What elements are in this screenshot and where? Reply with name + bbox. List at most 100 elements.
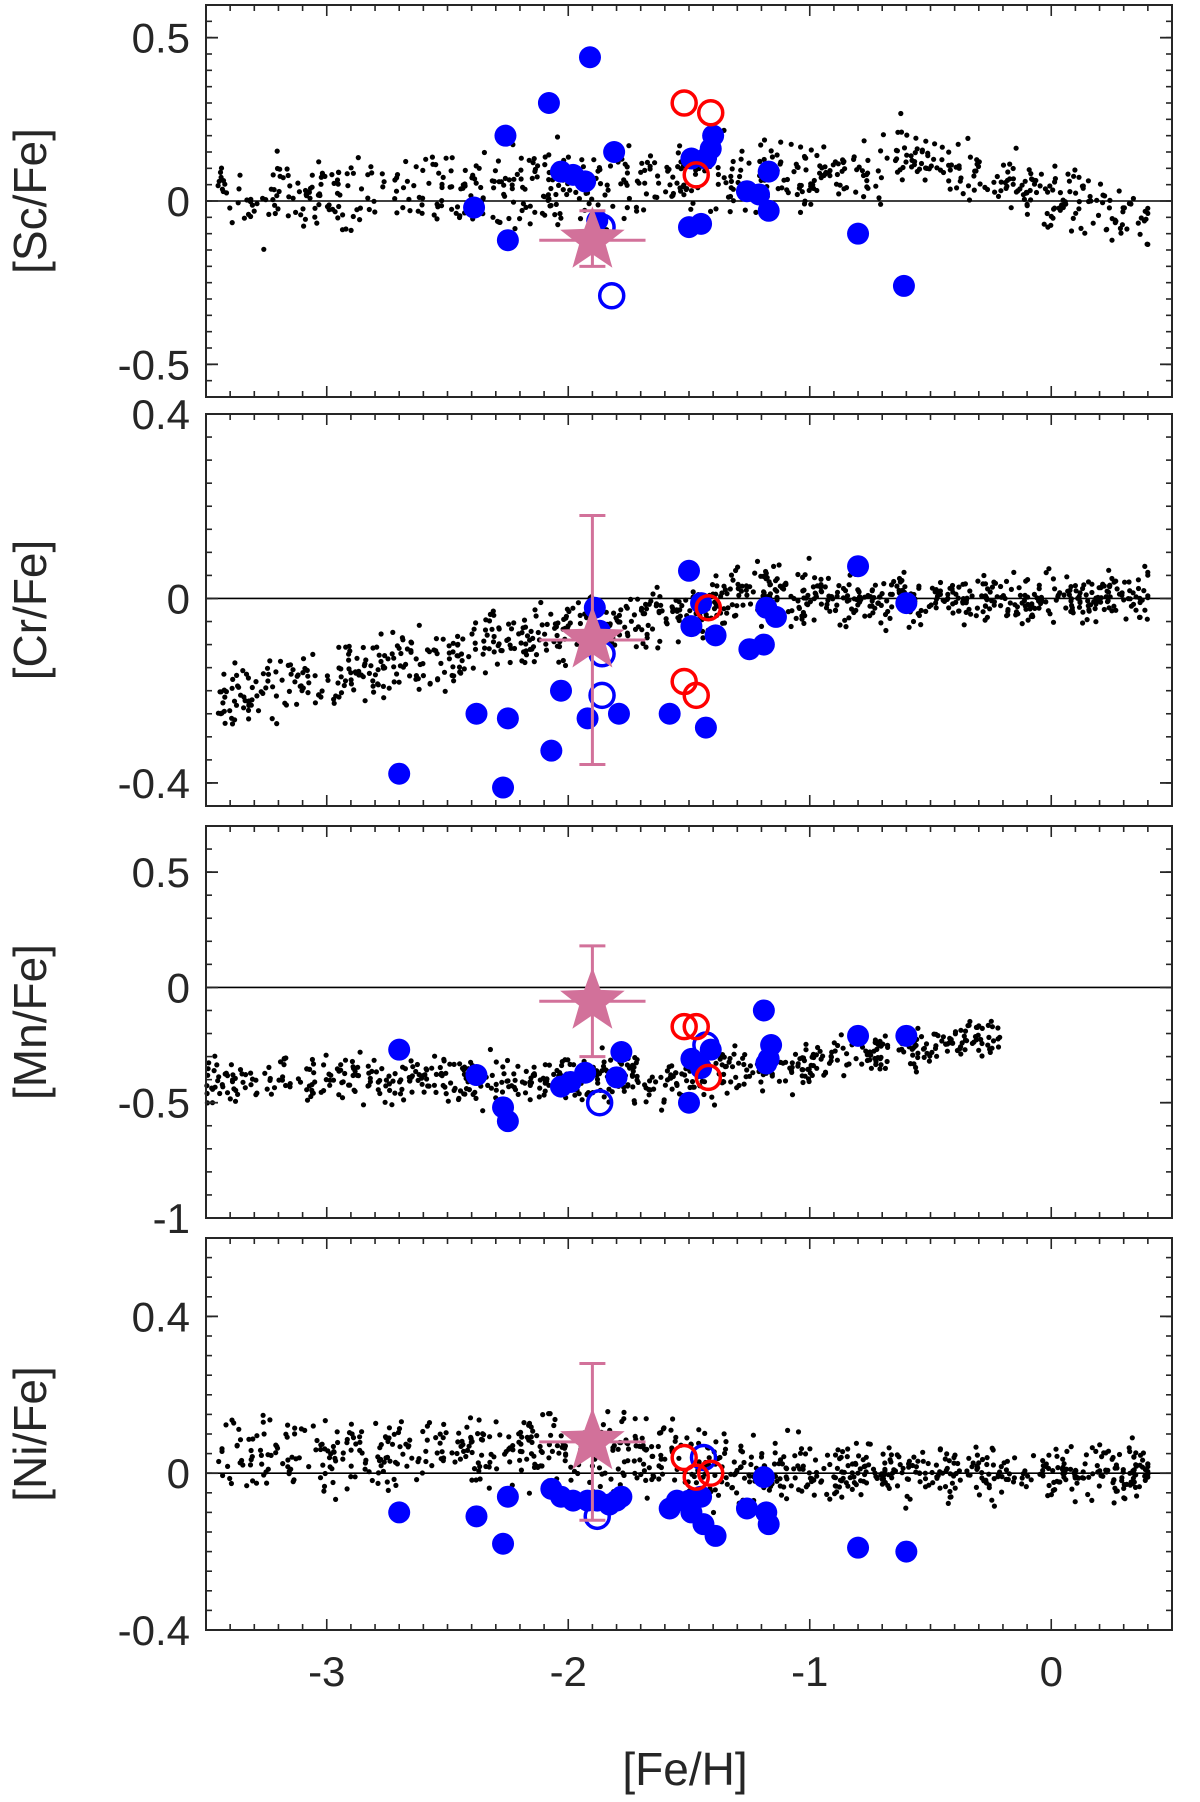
field-star [1030,1453,1037,1459]
field-star [957,178,963,184]
field-star [409,1073,415,1079]
field-star [995,193,1002,199]
field-star [873,183,879,189]
field-star [1089,1445,1095,1451]
field-star [861,138,867,144]
field-star [630,1084,636,1090]
field-star [959,1040,965,1046]
field-star [447,1061,453,1067]
open-blue-point [585,1088,614,1117]
field-star [1083,592,1089,598]
field-star [240,1079,246,1085]
field-star [305,690,311,696]
field-star [240,668,246,674]
field-star [263,685,269,691]
field-star [870,1466,877,1472]
filled-point [465,1064,488,1087]
field-star [517,216,523,222]
field-star [988,1018,994,1024]
field-star [625,1446,632,1452]
field-star [784,1496,790,1502]
field-star [720,1079,726,1085]
field-star [231,698,238,704]
field-star [849,606,855,612]
field-star [493,1059,499,1065]
field-star [851,1474,857,1480]
field-star [811,177,817,184]
field-star [232,1098,239,1104]
field-star [999,1474,1005,1480]
field-star [979,1040,985,1047]
field-star [506,621,512,627]
field-star [414,1061,420,1068]
field-star [277,658,284,664]
field-star [853,1056,859,1062]
field-star [600,1422,607,1428]
field-star [216,178,222,184]
field-star [729,166,735,172]
field-star [575,1470,581,1477]
field-star [365,1063,371,1069]
field-star [901,145,908,151]
field-star [747,601,754,607]
field-star [419,210,425,216]
field-star [309,172,315,178]
field-star [715,1492,722,1498]
field-star [455,653,461,659]
field-star [922,177,928,183]
field-star [1028,197,1034,203]
field-star [528,628,534,635]
field-star [1022,603,1028,609]
field-star [312,214,318,220]
field-star [482,627,489,633]
y-tick-label: 0 [167,1450,190,1497]
field-star [731,1459,737,1465]
field-star [776,562,782,568]
field-star [507,1459,513,1465]
field-star [579,157,585,163]
field-star [995,1025,1001,1031]
field-star [267,1417,273,1423]
field-star [1099,1454,1105,1460]
field-star [985,1042,991,1048]
field-star [214,1062,220,1068]
field-star [1082,230,1088,236]
field-star [834,589,841,596]
field-star [211,1068,217,1074]
field-star [290,667,296,673]
field-star [724,1090,730,1096]
field-star [479,1437,486,1443]
field-star [639,627,645,633]
field-star [1040,1458,1046,1464]
field-star [855,1470,861,1476]
field-star [633,644,639,650]
field-star [511,176,517,182]
field-star [742,207,748,213]
field-star [795,1429,802,1435]
field-star [840,159,846,166]
field-star [845,1446,851,1452]
field-star [1004,183,1010,189]
field-star [302,187,309,194]
filled-point [678,1091,700,1114]
field-star [990,1447,996,1453]
field-star [878,602,884,609]
field-star [624,1062,631,1068]
field-star [933,1043,939,1049]
field-star [1025,617,1031,623]
field-star [901,569,907,575]
field-star [493,1087,499,1093]
field-star [878,1062,884,1068]
field-star [461,666,467,672]
field-star [647,166,653,172]
field-star [967,588,973,594]
field-star [867,613,873,619]
field-star [212,1053,218,1059]
y-tick-label: -1 [153,1195,190,1242]
field-star [678,188,684,194]
field-star [968,611,974,617]
field-star [420,167,426,173]
field-star [391,655,397,661]
field-star [601,1059,607,1065]
field-star [259,1461,265,1467]
